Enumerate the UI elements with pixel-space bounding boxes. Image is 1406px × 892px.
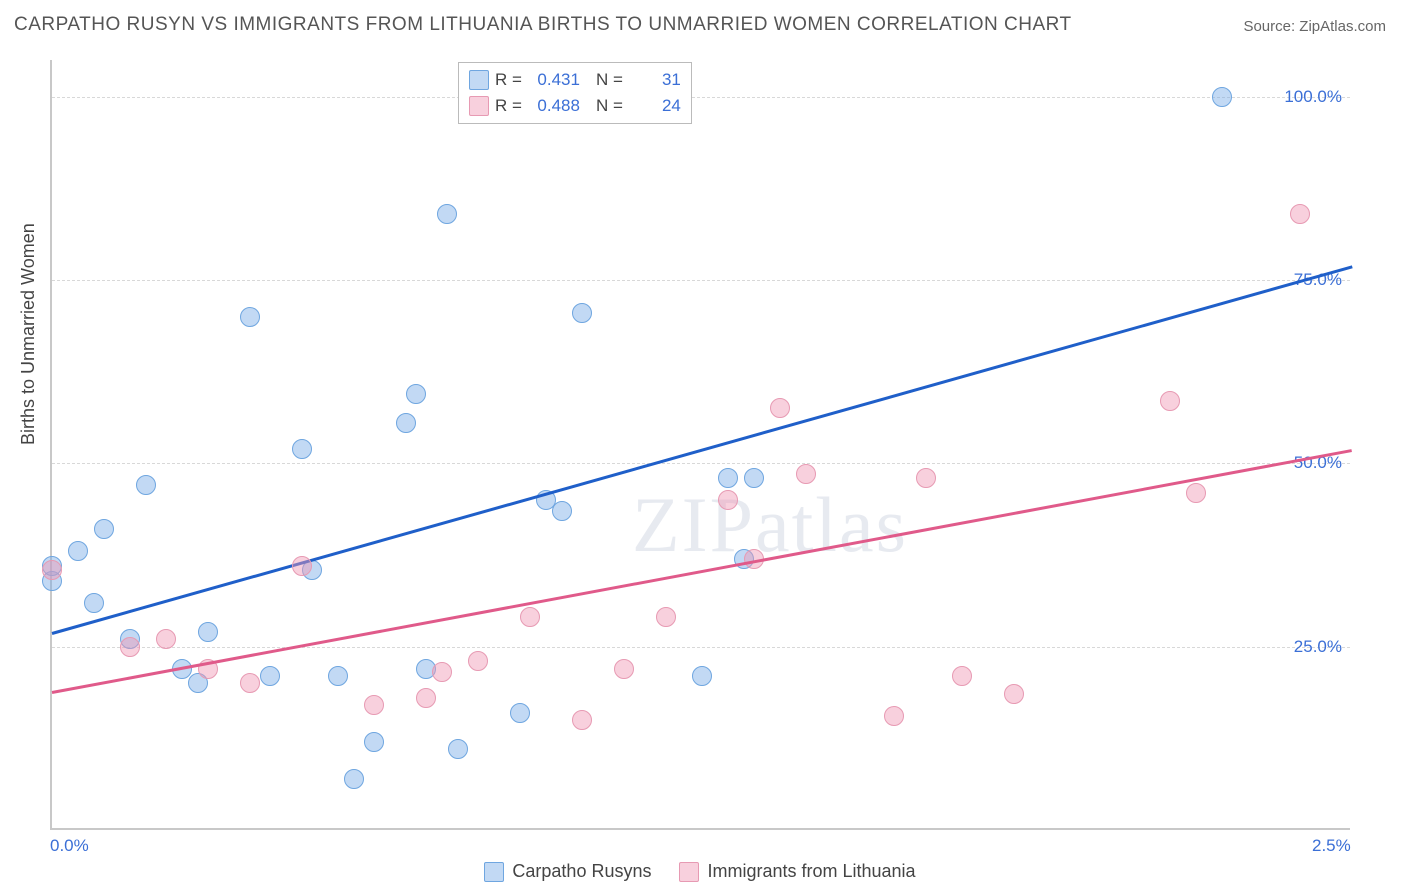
scatter-point [84, 593, 104, 613]
legend-swatch-pink [679, 862, 699, 882]
scatter-point [884, 706, 904, 726]
stats-legend: R = 0.431 N = 31 R = 0.488 N = 24 [458, 62, 692, 124]
scatter-point [1290, 204, 1310, 224]
scatter-point [437, 204, 457, 224]
scatter-point [328, 666, 348, 686]
scatter-point [198, 622, 218, 642]
r-value: 0.431 [528, 70, 580, 90]
n-label: N = [596, 70, 623, 90]
scatter-point [68, 541, 88, 561]
scatter-point [448, 739, 468, 759]
scatter-point [916, 468, 936, 488]
scatter-point [614, 659, 634, 679]
scatter-point [364, 732, 384, 752]
scatter-point [260, 666, 280, 686]
scatter-point [510, 703, 530, 723]
r-label: R = [495, 70, 522, 90]
gridline [52, 647, 1350, 648]
scatter-point [572, 710, 592, 730]
scatter-point [240, 673, 260, 693]
scatter-point [396, 413, 416, 433]
scatter-point [952, 666, 972, 686]
scatter-point [94, 519, 114, 539]
n-label: N = [596, 96, 623, 116]
scatter-point [552, 501, 572, 521]
n-value: 31 [629, 70, 681, 90]
scatter-point [432, 662, 452, 682]
gridline [52, 97, 1350, 98]
scatter-point [744, 468, 764, 488]
scatter-point [156, 629, 176, 649]
gridline [52, 280, 1350, 281]
scatter-point [406, 384, 426, 404]
scatter-point [1160, 391, 1180, 411]
scatter-point [292, 439, 312, 459]
legend-swatch-pink [469, 96, 489, 116]
y-tick-label: 100.0% [1284, 87, 1342, 107]
scatter-point [656, 607, 676, 627]
scatter-point [1004, 684, 1024, 704]
series-legend: Carpatho Rusyns Immigrants from Lithuani… [50, 861, 1350, 882]
trend-line [52, 449, 1353, 694]
scatter-point [520, 607, 540, 627]
scatter-point [692, 666, 712, 686]
scatter-point [120, 637, 140, 657]
scatter-point [1186, 483, 1206, 503]
chart-title: CARPATHO RUSYN VS IMMIGRANTS FROM LITHUA… [14, 14, 1072, 36]
source-label: Source: ZipAtlas.com [1243, 18, 1386, 35]
scatter-point [718, 468, 738, 488]
scatter-point [1212, 87, 1232, 107]
scatter-point [796, 464, 816, 484]
plot-area: ZIPatlas 25.0%50.0%75.0%100.0%0.0%2.5% [50, 60, 1350, 830]
scatter-point [468, 651, 488, 671]
scatter-point [42, 560, 62, 580]
legend-label: Immigrants from Lithuania [707, 861, 915, 882]
legend-item: Carpatho Rusyns [484, 861, 651, 882]
x-tick-label: 0.0% [50, 836, 89, 856]
scatter-point [136, 475, 156, 495]
stats-legend-row: R = 0.431 N = 31 [469, 67, 681, 93]
legend-label: Carpatho Rusyns [512, 861, 651, 882]
scatter-point [718, 490, 738, 510]
scatter-point [770, 398, 790, 418]
r-label: R = [495, 96, 522, 116]
legend-item: Immigrants from Lithuania [679, 861, 915, 882]
x-tick-label: 2.5% [1312, 836, 1351, 856]
scatter-point [364, 695, 384, 715]
scatter-point [240, 307, 260, 327]
scatter-point [344, 769, 364, 789]
scatter-point [416, 688, 436, 708]
r-value: 0.488 [528, 96, 580, 116]
scatter-point [292, 556, 312, 576]
n-value: 24 [629, 96, 681, 116]
stats-legend-row: R = 0.488 N = 24 [469, 93, 681, 119]
legend-swatch-blue [484, 862, 504, 882]
scatter-point [572, 303, 592, 323]
chart-container: CARPATHO RUSYN VS IMMIGRANTS FROM LITHUA… [0, 0, 1406, 892]
legend-swatch-blue [469, 70, 489, 90]
y-axis-label: Births to Unmarried Women [18, 223, 39, 445]
gridline [52, 463, 1350, 464]
y-tick-label: 25.0% [1294, 637, 1342, 657]
